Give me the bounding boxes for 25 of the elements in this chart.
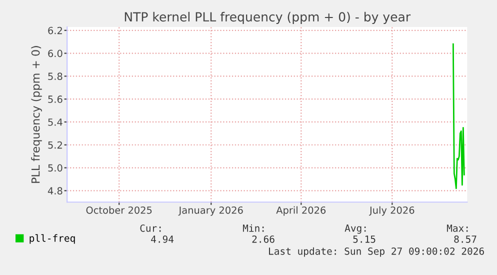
- y-tick-label: 5.4: [48, 118, 62, 126]
- text: Last update: Sun Sep 27 09:00:02 2026: [269, 247, 484, 257]
- y-tick-label: 5.2: [48, 141, 62, 149]
- y-tick-label: 6.0: [48, 50, 62, 58]
- text: Avg:: [344, 224, 366, 234]
- x-tick-label: April 2026: [276, 206, 326, 216]
- x-tick-label: July 2026: [369, 206, 414, 216]
- text: 4.94: [151, 235, 174, 243]
- y-tick-label: 4.8: [48, 187, 62, 195]
- text: 2.66: [252, 235, 274, 243]
- text: 5.15: [353, 236, 376, 243]
- y-axis-title: PLL frequency (ppm + 0): [31, 46, 42, 183]
- text: Min:: [242, 224, 264, 232]
- y-tick-label: 6.2: [48, 26, 62, 34]
- text: Max:: [446, 224, 468, 232]
- y-tick-label: 5.6: [48, 96, 62, 103]
- legend-label: pll-freq: [30, 234, 75, 244]
- x-tick-label: October 2025: [86, 206, 152, 214]
- text: Cur:: [140, 224, 161, 232]
- x-tick-label: January 2026: [178, 206, 243, 216]
- chart-title: NTP kernel PLL frequency (ppm + 0) - by year: [124, 12, 411, 24]
- y-tick-label: 5.0: [48, 164, 62, 172]
- y-tick-label: 5.8: [48, 72, 62, 80]
- line-series: [452, 43, 465, 190]
- text: 8.57: [454, 235, 476, 243]
